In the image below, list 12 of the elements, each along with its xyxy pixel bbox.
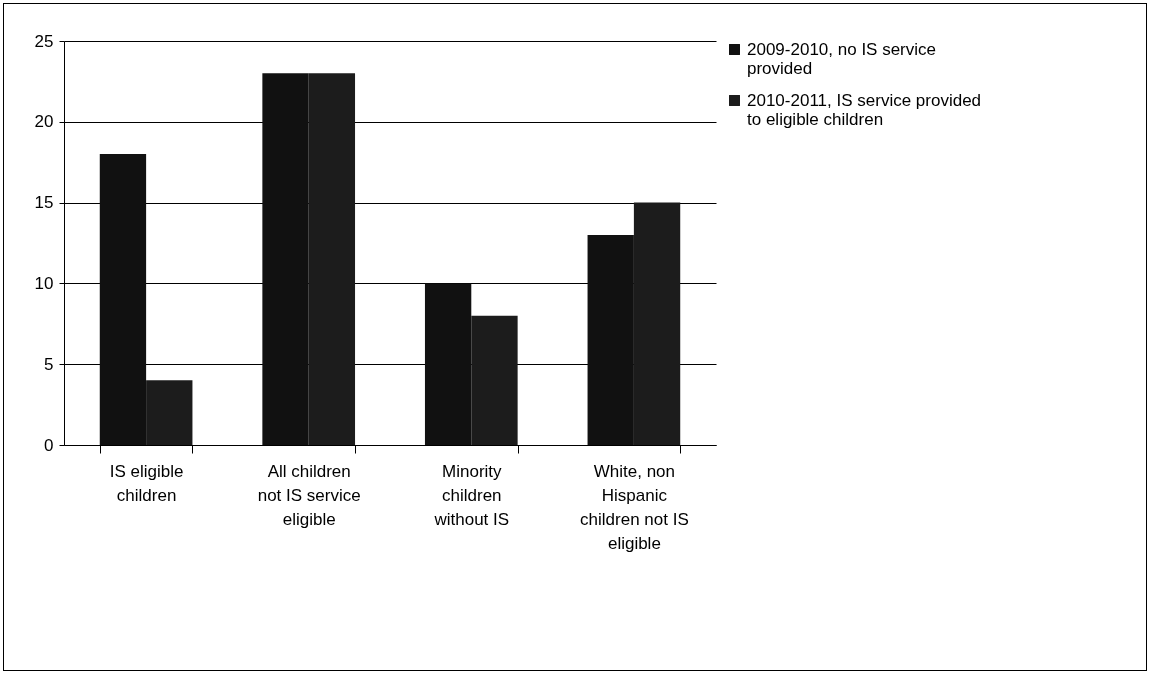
y-tick-label: 10 (34, 273, 54, 293)
y-tick-label: 25 (34, 31, 54, 51)
y-tick-label: 0 (44, 435, 54, 455)
x-tick-label: White, non Hispanic children not IS eligible (580, 461, 689, 553)
x-tick-label: All children not IS service eligible (257, 461, 361, 529)
y-tick-label: 20 (34, 112, 54, 132)
x-tick-label: IS eligible children (109, 461, 184, 505)
y-tick-label: 15 (34, 193, 54, 213)
legend-label: 2009-2010, no IS service provided (747, 39, 937, 78)
legend-label: 2010-2011, IS service provided to eligible children (747, 90, 982, 129)
y-tick-label: 5 (44, 354, 54, 374)
x-tick-label: Minority children without IS (433, 461, 510, 529)
